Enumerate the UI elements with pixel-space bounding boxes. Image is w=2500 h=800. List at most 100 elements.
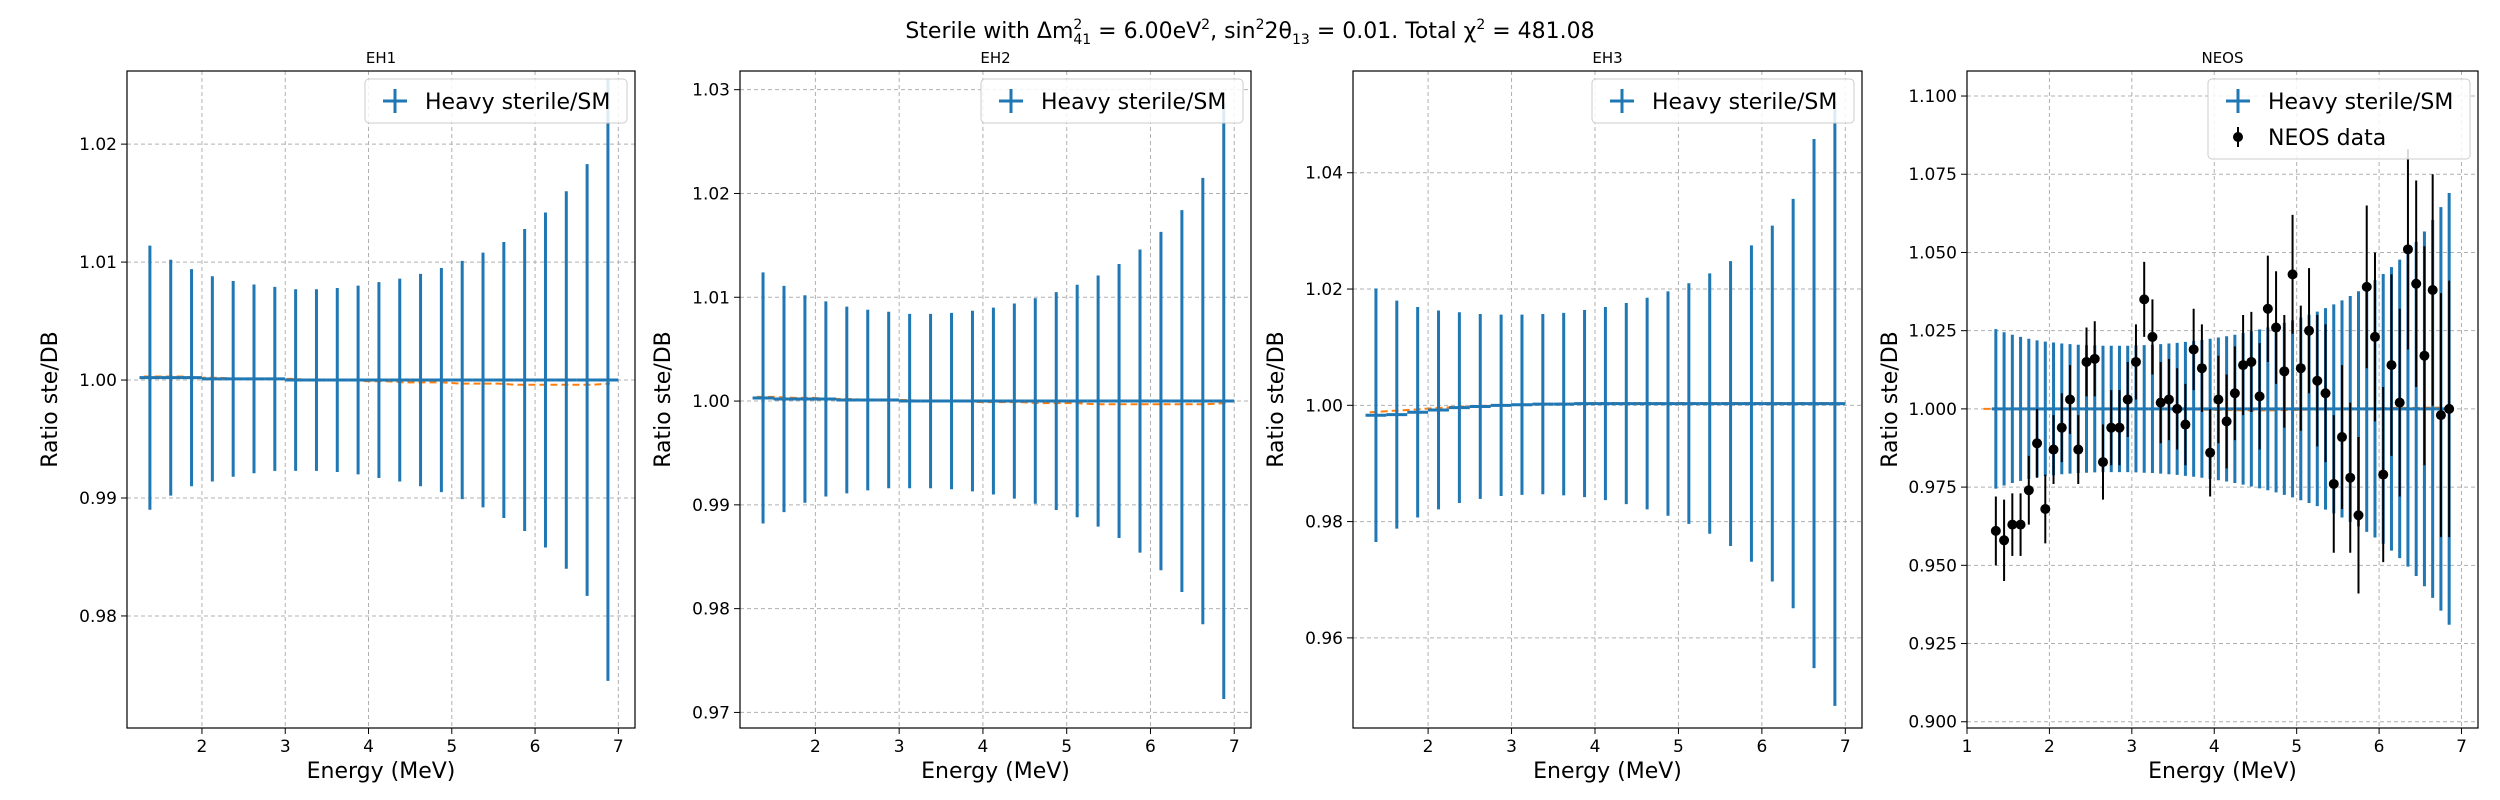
data-point	[2361, 281, 2372, 292]
y-tick-label: 0.98	[1305, 513, 1343, 533]
chart-panel-eh1: 2 3 4 5 6 7 0.98 0.99 1.00 1.01 1.02 EH1 Energy (MeV…	[38, 49, 636, 784]
data-point	[2196, 363, 2207, 374]
data-point	[2419, 350, 2430, 361]
y-tick-label: 1.02	[692, 184, 730, 204]
data-point	[2320, 388, 2331, 399]
x-tick-label: 1	[1962, 737, 1973, 757]
y-tick-label: 1.04	[1305, 164, 1343, 184]
legend-label: NEOS data	[2268, 126, 2386, 151]
legend-label: Heavy sterile/SM	[1652, 90, 1837, 115]
data-point	[2427, 285, 2438, 295]
y-tick-label: 0.99	[79, 489, 117, 509]
legend: Heavy sterile/SM NEOS data	[2207, 78, 2471, 160]
data-point	[2369, 331, 2380, 342]
data-point	[2402, 244, 2413, 255]
y-axis-label: Ratio ste/DB	[38, 331, 63, 468]
y-axis-label: Ratio ste/DB	[1264, 331, 1289, 468]
x-tick-label: 7	[2456, 737, 2467, 757]
x-tick-label: 4	[978, 737, 989, 757]
y-tick-label: 0.96	[1305, 629, 1343, 649]
data-point	[2139, 294, 2150, 305]
data-point	[2147, 331, 2158, 342]
x-tick-label: 5	[2291, 737, 2302, 757]
x-tick-label: 5	[446, 737, 457, 757]
y-tick-label: 0.925	[1908, 635, 1957, 655]
x-tick-label: 2	[197, 737, 208, 757]
data-point	[2097, 457, 2108, 468]
x-tick-label: 5	[1673, 737, 1684, 757]
data-point	[2048, 444, 2059, 455]
panel-title: EH1	[366, 49, 396, 67]
chart-panel-eh2: 2 3 4 5 6 7 0.97 0.98 0.99 1.00 1.01 1.02 1.03 EH2 Ene…	[651, 49, 1252, 784]
data-point	[2015, 519, 2026, 530]
legend-box	[1591, 78, 1855, 124]
panel-title: NEOS	[2201, 49, 2243, 67]
data-point	[2130, 356, 2141, 367]
data-point	[2089, 353, 2100, 364]
y-tick-label: 0.98	[79, 607, 117, 627]
data-point	[2271, 322, 2282, 333]
x-axis-label: Energy (MeV)	[1533, 759, 1682, 784]
data-point	[2287, 269, 2298, 280]
data-point	[2155, 397, 2166, 408]
y-tick-label: 0.975	[1908, 478, 1957, 498]
data-point	[2312, 375, 2323, 386]
legend: Heavy sterile/SM	[980, 78, 1244, 124]
data-point	[2262, 303, 2273, 314]
data-point	[2435, 410, 2446, 421]
x-tick-label: 3	[280, 737, 291, 757]
panel-title: EH2	[980, 49, 1010, 67]
data-point	[2172, 403, 2183, 414]
data-point	[2023, 485, 2034, 496]
x-tick-label: 4	[2209, 737, 2220, 757]
y-tick-label: 1.02	[1305, 280, 1343, 300]
x-tick-label: 2	[1423, 737, 1434, 757]
x-tick-label: 7	[1229, 737, 1240, 757]
y-axis-label: Ratio ste/DB	[651, 331, 676, 468]
y-tick-label: 1.00	[1305, 396, 1343, 416]
data-point	[2353, 510, 2364, 521]
data-point	[2114, 422, 2125, 433]
data-point	[2040, 504, 2051, 514]
panel-title: EH3	[1592, 49, 1622, 67]
data-point	[2238, 360, 2249, 371]
data-point	[2345, 472, 2356, 483]
x-tick-label: 4	[363, 737, 374, 757]
data-point	[2221, 416, 2232, 427]
data-point	[1999, 535, 2010, 546]
y-axis-label: Ratio ste/DB	[1878, 331, 1903, 468]
legend-label: Heavy sterile/SM	[2268, 90, 2453, 115]
legend-box	[980, 78, 1244, 124]
x-axis-label: Energy (MeV)	[2148, 759, 2297, 784]
data-point	[2337, 432, 2348, 443]
data-point	[2065, 394, 2076, 405]
x-tick-label: 7	[613, 737, 624, 757]
data-point	[2279, 366, 2290, 377]
y-tick-label: 1.00	[692, 392, 730, 412]
y-tick-label: 1.02	[79, 135, 117, 155]
data-point	[2163, 394, 2174, 405]
chart-panel-eh3: 2 3 4 5 6 7 0.96 0.98 1.00 1.02 1.04 EH3 Energy (MeV…	[1264, 49, 1863, 784]
legend-label: Heavy sterile/SM	[1041, 90, 1226, 115]
y-tick-label: 1.050	[1908, 243, 1957, 263]
y-tick-label: 1.025	[1908, 322, 1957, 342]
legend-label: Heavy sterile/SM	[425, 90, 610, 115]
y-tick-label: 0.97	[692, 703, 730, 723]
data-point	[1990, 525, 2001, 536]
data-point	[2007, 519, 2018, 530]
y-tick-label: 1.03	[692, 81, 730, 101]
legend-box	[2207, 78, 2471, 160]
chart-panel-neos: 1 2 3 4 5 6 7 0.900 0.925 0.950 0.975 1.000 1.025 1.0…	[1878, 49, 2479, 784]
y-tick-label: 0.98	[692, 600, 730, 620]
x-tick-label: 3	[894, 737, 905, 757]
x-axis-label: Energy (MeV)	[307, 759, 456, 784]
data-point	[2378, 469, 2389, 480]
data-point	[2122, 394, 2133, 405]
model-series-errorbars	[752, 103, 1235, 699]
axes-frame	[126, 70, 636, 729]
x-tick-label: 4	[1590, 737, 1601, 757]
data-point	[2295, 363, 2306, 374]
data-point	[2205, 447, 2216, 458]
